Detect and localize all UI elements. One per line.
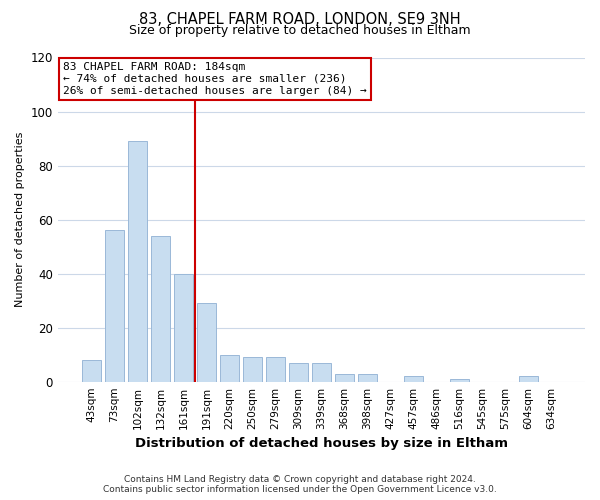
Bar — [105, 230, 124, 382]
Bar — [449, 379, 469, 382]
Bar — [404, 376, 423, 382]
Bar — [174, 274, 193, 382]
Bar — [518, 376, 538, 382]
Bar — [335, 374, 354, 382]
Text: 83, CHAPEL FARM ROAD, LONDON, SE9 3NH: 83, CHAPEL FARM ROAD, LONDON, SE9 3NH — [139, 12, 461, 28]
Y-axis label: Number of detached properties: Number of detached properties — [15, 132, 25, 308]
Text: Contains HM Land Registry data © Crown copyright and database right 2024.
Contai: Contains HM Land Registry data © Crown c… — [103, 474, 497, 494]
Bar — [82, 360, 101, 382]
Bar — [128, 141, 147, 382]
Bar — [220, 354, 239, 382]
Bar — [266, 358, 285, 382]
Bar — [311, 363, 331, 382]
Bar — [242, 358, 262, 382]
Text: 83 CHAPEL FARM ROAD: 184sqm
← 74% of detached houses are smaller (236)
26% of se: 83 CHAPEL FARM ROAD: 184sqm ← 74% of det… — [63, 62, 367, 96]
Bar — [197, 304, 216, 382]
Text: Size of property relative to detached houses in Eltham: Size of property relative to detached ho… — [129, 24, 471, 37]
Bar — [151, 236, 170, 382]
Bar — [358, 374, 377, 382]
Bar — [289, 363, 308, 382]
X-axis label: Distribution of detached houses by size in Eltham: Distribution of detached houses by size … — [135, 437, 508, 450]
